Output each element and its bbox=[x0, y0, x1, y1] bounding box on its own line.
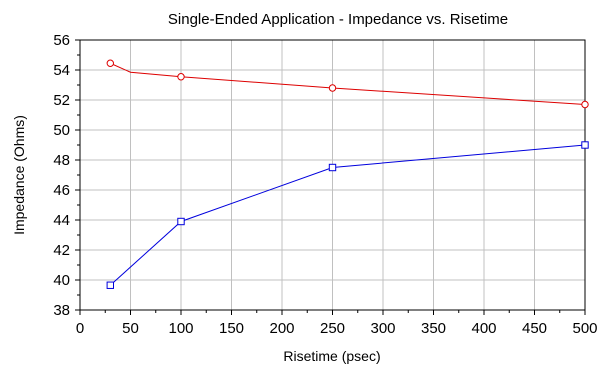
y-tick-label: 38 bbox=[53, 302, 70, 319]
y-tick-label: 48 bbox=[53, 152, 70, 169]
data-point-circle bbox=[177, 73, 185, 81]
axis-ticks: 0 50 100 150 200 250 300 350 400 450 500 38 40 42 44 46… bbox=[53, 32, 597, 337]
y-tick-label: 44 bbox=[53, 212, 70, 229]
data-point-square bbox=[177, 217, 185, 226]
series-1 bbox=[106, 59, 589, 109]
x-tick-label: 250 bbox=[320, 320, 345, 337]
y-tick-label: 40 bbox=[53, 272, 70, 289]
series-line bbox=[109, 144, 586, 286]
x-tick-label: 50 bbox=[122, 320, 139, 337]
data-point-square bbox=[328, 163, 337, 172]
series-2 bbox=[106, 141, 589, 289]
x-tick-label: 150 bbox=[219, 320, 244, 337]
x-tick-label: 450 bbox=[522, 320, 547, 337]
y-tick-label: 42 bbox=[53, 242, 70, 259]
chart-title: Single-Ended Application - Impedance vs.… bbox=[168, 11, 508, 28]
x-axis-label: Risetime (psec) bbox=[283, 348, 380, 364]
series-line bbox=[110, 62, 586, 105]
y-tick-label: 50 bbox=[53, 122, 70, 139]
x-tick-label: 350 bbox=[421, 320, 446, 337]
data-point-square bbox=[581, 141, 589, 149]
x-tick-label: 400 bbox=[471, 320, 496, 337]
series-layer bbox=[106, 59, 589, 289]
y-axis-label: Impedance (Ohms) bbox=[11, 115, 27, 235]
data-point-square bbox=[106, 281, 114, 289]
data-point-circle bbox=[106, 59, 115, 67]
y-tick-label: 54 bbox=[53, 62, 70, 79]
grid-lines bbox=[80, 40, 585, 310]
y-tick-label: 52 bbox=[53, 92, 70, 109]
x-tick-label: 100 bbox=[168, 320, 193, 337]
data-point-circle bbox=[581, 100, 589, 109]
x-tick-label: 0 bbox=[76, 320, 84, 337]
data-point-circle bbox=[328, 84, 337, 92]
y-tick-label: 56 bbox=[53, 32, 70, 49]
x-tick-label: 500 bbox=[572, 320, 597, 337]
x-tick-label: 200 bbox=[269, 320, 294, 337]
y-tick-label: 46 bbox=[53, 182, 70, 199]
x-tick-label: 300 bbox=[370, 320, 395, 337]
